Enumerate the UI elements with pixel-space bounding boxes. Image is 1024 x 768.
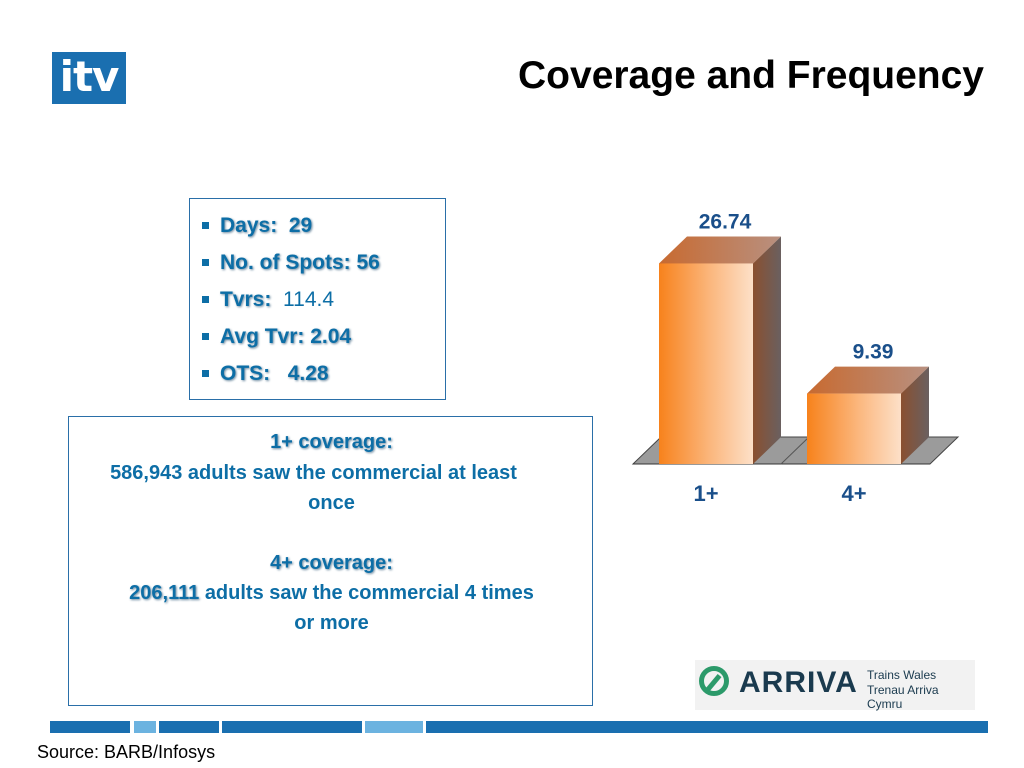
stats-panel: Days: 29 No. of Spots: 56 Tvrs: 114.4 Av…: [189, 198, 446, 400]
stat-ots-label: OTS:: [220, 362, 271, 385]
bullet-icon: [202, 222, 209, 229]
one-plus-text-line1: 586,943 adults saw the commercial at lea…: [110, 462, 517, 484]
stat-tvrs: Tvrs: 114.4: [200, 281, 445, 318]
four-plus-heading: 4+ coverage:: [270, 552, 393, 574]
data-label-4+: 9.39: [853, 341, 894, 364]
stat-avg-tvr: Avg Tvr: 2.04: [200, 318, 445, 355]
bar-top-1+: [659, 236, 781, 264]
bullet-icon: [202, 333, 209, 340]
tick-label-1+: 1+: [693, 481, 718, 506]
tick-label-4+: 4+: [841, 481, 866, 506]
arriva-logo: ARRIVA Trains Wales Trenau Arriva Cymru: [695, 660, 975, 711]
bullet-icon: [202, 296, 209, 303]
four-plus-number: 206,111: [129, 582, 200, 604]
bullet-icon: [202, 259, 209, 266]
arriva-mark-icon: [699, 666, 729, 696]
chart-category-divider: [780, 436, 810, 465]
stat-avg-tvr-value: 2.04: [310, 325, 352, 348]
bar-top-4+: [807, 366, 929, 394]
stat-tvrs-label: Tvrs:: [220, 288, 272, 311]
bar-4+: [807, 393, 901, 464]
arriva-sub1: Trains Wales: [867, 668, 937, 682]
stripe-segment: [365, 721, 423, 733]
four-plus-text: adults saw the commercial 4 times: [204, 582, 534, 604]
bar-side-4+: [901, 366, 929, 464]
bar-side-1+: [753, 236, 781, 464]
stat-spots-value: 56: [356, 251, 380, 274]
stripe-segment: [50, 721, 130, 733]
stripe-segment: [426, 721, 988, 733]
coverage-panel: 1+ coverage: 586,943 adults saw the comm…: [68, 416, 593, 706]
bullet-icon: [202, 370, 209, 377]
bar-1+: [659, 263, 753, 464]
arriva-sub2: Trenau Arriva Cymru: [867, 683, 939, 711]
four-plus-text-line2: or more: [294, 612, 369, 634]
bars-group: [659, 236, 929, 464]
stat-avg-tvr-label: Avg Tvr:: [220, 325, 305, 348]
stat-ots: OTS: 4.28: [200, 355, 445, 392]
stat-days-value: 29: [288, 214, 313, 237]
stat-tvrs-value: 114.4: [283, 288, 335, 311]
arriva-name: ARRIVA: [739, 666, 858, 699]
stat-spots-label: No. of Spots:: [220, 251, 351, 274]
stripe-segment: [222, 721, 362, 733]
four-plus-text-line1: 206,111 adults saw the commercial 4 time…: [69, 582, 594, 605]
source-note: Source: BARB/Infosys: [37, 742, 216, 762]
stat-days: Days: 29: [200, 207, 445, 244]
stat-days-label: Days:: [220, 214, 278, 237]
one-plus-heading: 1+ coverage:: [270, 431, 393, 453]
one-plus-text-line2: once: [308, 492, 355, 514]
stat-ots-value: 4.28: [287, 362, 329, 385]
labels-group: 26.74 1+ 9.39 4+: [693, 210, 893, 506]
stripe-segment: [159, 721, 219, 733]
stat-spots: No. of Spots: 56: [200, 244, 445, 281]
stripe-segment: [134, 721, 156, 733]
data-label-1+: 26.74: [699, 210, 752, 233]
page-title: Coverage and Frequency: [518, 54, 984, 97]
itv-logo: itv: [52, 52, 126, 104]
stats-list: Days: 29 No. of Spots: 56 Tvrs: 114.4 Av…: [190, 199, 445, 392]
coverage-bar-chart: 26.74 1+ 9.39 4+: [631, 210, 960, 506]
